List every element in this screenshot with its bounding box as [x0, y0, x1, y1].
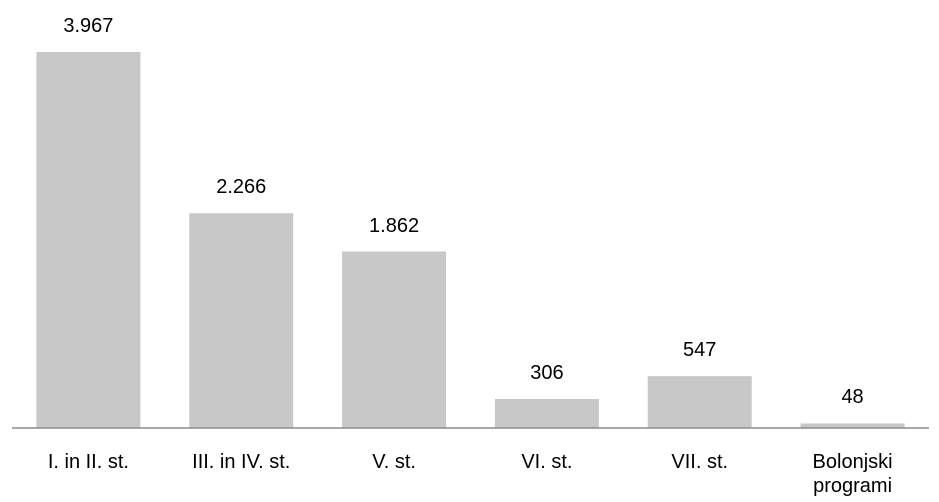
x-tick-label: Bolonjski programi [812, 451, 893, 497]
bar [36, 52, 141, 428]
bar [342, 251, 447, 428]
x-tick-label: I. in II. st. [47, 451, 129, 473]
bar [800, 423, 905, 428]
x-tick-label: VI. st. [521, 451, 573, 473]
value-label: 306 [530, 361, 564, 384]
value-label: 2.266 [216, 176, 267, 199]
x-tick-label: III. in IV. st. [192, 451, 291, 473]
bar [189, 213, 294, 428]
x-tick-label: V. st. [372, 451, 416, 473]
bar [647, 376, 752, 428]
value-label: 1.862 [369, 214, 420, 237]
value-label: 3.967 [63, 15, 114, 37]
value-label: 48 [841, 386, 864, 409]
value-label: 547 [683, 339, 717, 362]
x-tick-label: VII. st. [671, 451, 729, 473]
bar [494, 398, 599, 428]
